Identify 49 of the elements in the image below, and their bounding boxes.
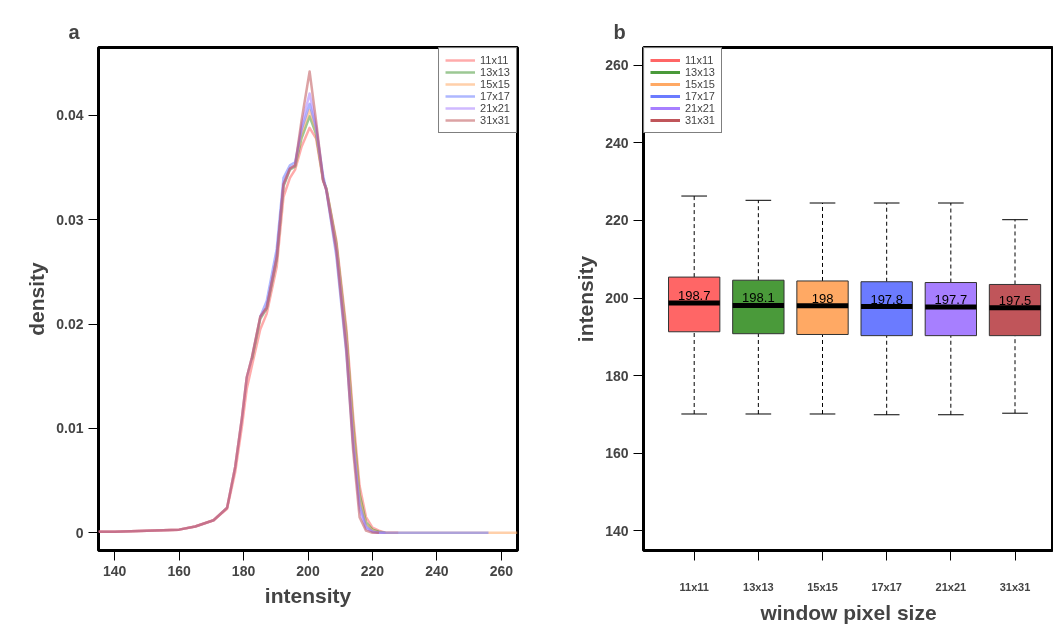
chart-title: b [613,20,626,43]
x-tick-label: 260 [489,562,514,579]
x-axis-title: window pixel size [759,600,937,624]
x-tick-label: 200 [296,562,320,579]
y-axis-title: density [25,261,49,336]
x-tick-label: 11x11 [679,580,709,593]
x-tick-label: 21x21 [935,580,967,593]
y-tick-label: 180 [605,367,629,384]
y-tick-label: 160 [605,445,629,462]
x-tick-label: 160 [167,562,191,579]
x-tick-label: 180 [231,562,256,579]
x-axis-title: intensity [264,583,352,607]
x-tick-label: 15x15 [807,580,838,593]
legend-label: 13x13 [685,66,715,78]
annotation: 198.7 [677,288,711,304]
annotation: 197.5 [998,292,1032,308]
y-axis-title: intensity [574,255,598,343]
chart-title: a [68,20,81,43]
legend-label: 21x21 [685,102,715,114]
legend-label: 15x15 [685,78,715,90]
annotation: 198.1 [742,290,775,306]
x-tick-label: 140 [102,562,127,579]
x-tick-label: 13x13 [743,580,774,593]
legend-label: 21x21 [480,102,510,114]
legend-label: 31x31 [480,114,510,126]
legend-label: 11x11 [480,54,509,66]
legend-label: 17x17 [480,90,510,102]
legend-label: 11x11 [685,54,714,66]
legend-label: 17x17 [685,90,715,102]
x-tick-label: 240 [425,562,449,579]
legend-label: 15x15 [480,78,510,90]
x-tick-label: 220 [360,562,385,579]
y-tick-label: 220 [605,212,629,229]
annotation: 197.7 [934,291,968,307]
legend-label: 31x31 [685,114,715,126]
y-tick-label: 0.04 [56,107,84,124]
y-tick-label: 260 [605,57,629,74]
y-tick-label: 240 [605,134,629,151]
x-tick-label: 31x31 [999,580,1031,593]
y-tick-label: 0.01 [56,420,84,437]
y-tick-label: 200 [605,290,629,307]
y-tick-label: 0 [75,524,84,541]
y-tick-label: 140 [605,522,629,539]
y-tick-label: 0.02 [56,316,84,333]
annotation: 197.8 [870,291,903,307]
legend-label: 13x13 [480,66,510,78]
y-tick-label: 0.03 [56,211,84,228]
annotation: 198 [811,290,834,306]
x-tick-label: 17x17 [871,580,902,593]
